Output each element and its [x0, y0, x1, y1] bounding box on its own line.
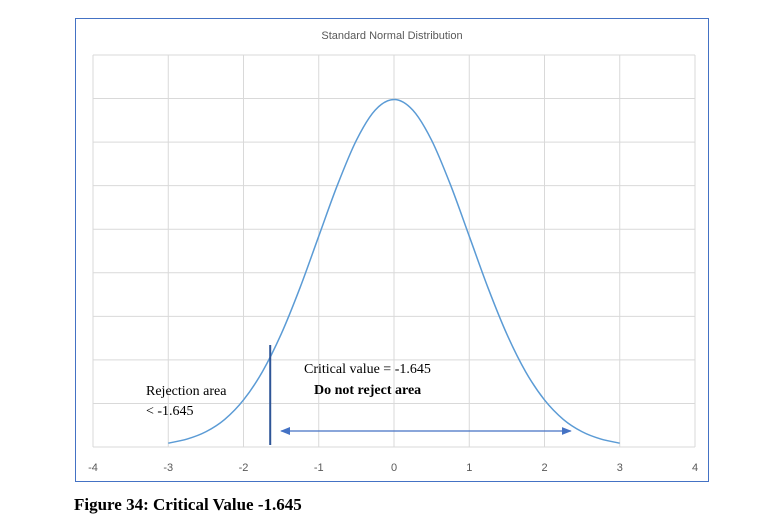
- x-tick-label: 4: [692, 462, 698, 474]
- x-tick-label: 1: [466, 462, 472, 474]
- normal-curve-line: [168, 98, 620, 444]
- rejection-area-threshold: < -1.645: [146, 404, 194, 419]
- critical-value-label: Critical value = -1.645: [304, 362, 431, 377]
- x-axis-tick-labels: -4 -3 -2 -1 0 1 2 3 4: [88, 462, 698, 474]
- x-tick-label: 3: [617, 462, 623, 474]
- chart-title: Standard Normal Distribution: [321, 30, 462, 42]
- x-tick-label: -3: [163, 462, 173, 474]
- series-layer: [168, 98, 620, 444]
- x-tick-label: 0: [391, 462, 397, 474]
- x-tick-label: -1: [314, 462, 324, 474]
- chart-frame: [75, 18, 709, 482]
- gridlines: [92, 54, 696, 448]
- figure-caption: Figure 34: Critical Value -1.645: [74, 495, 302, 514]
- rejection-area-label: Rejection area: [146, 384, 227, 399]
- x-tick-label: 2: [541, 462, 547, 474]
- x-tick-label: -4: [88, 462, 98, 474]
- x-tick-label: -2: [239, 462, 249, 474]
- do-not-reject-label: Do not reject area: [314, 383, 421, 398]
